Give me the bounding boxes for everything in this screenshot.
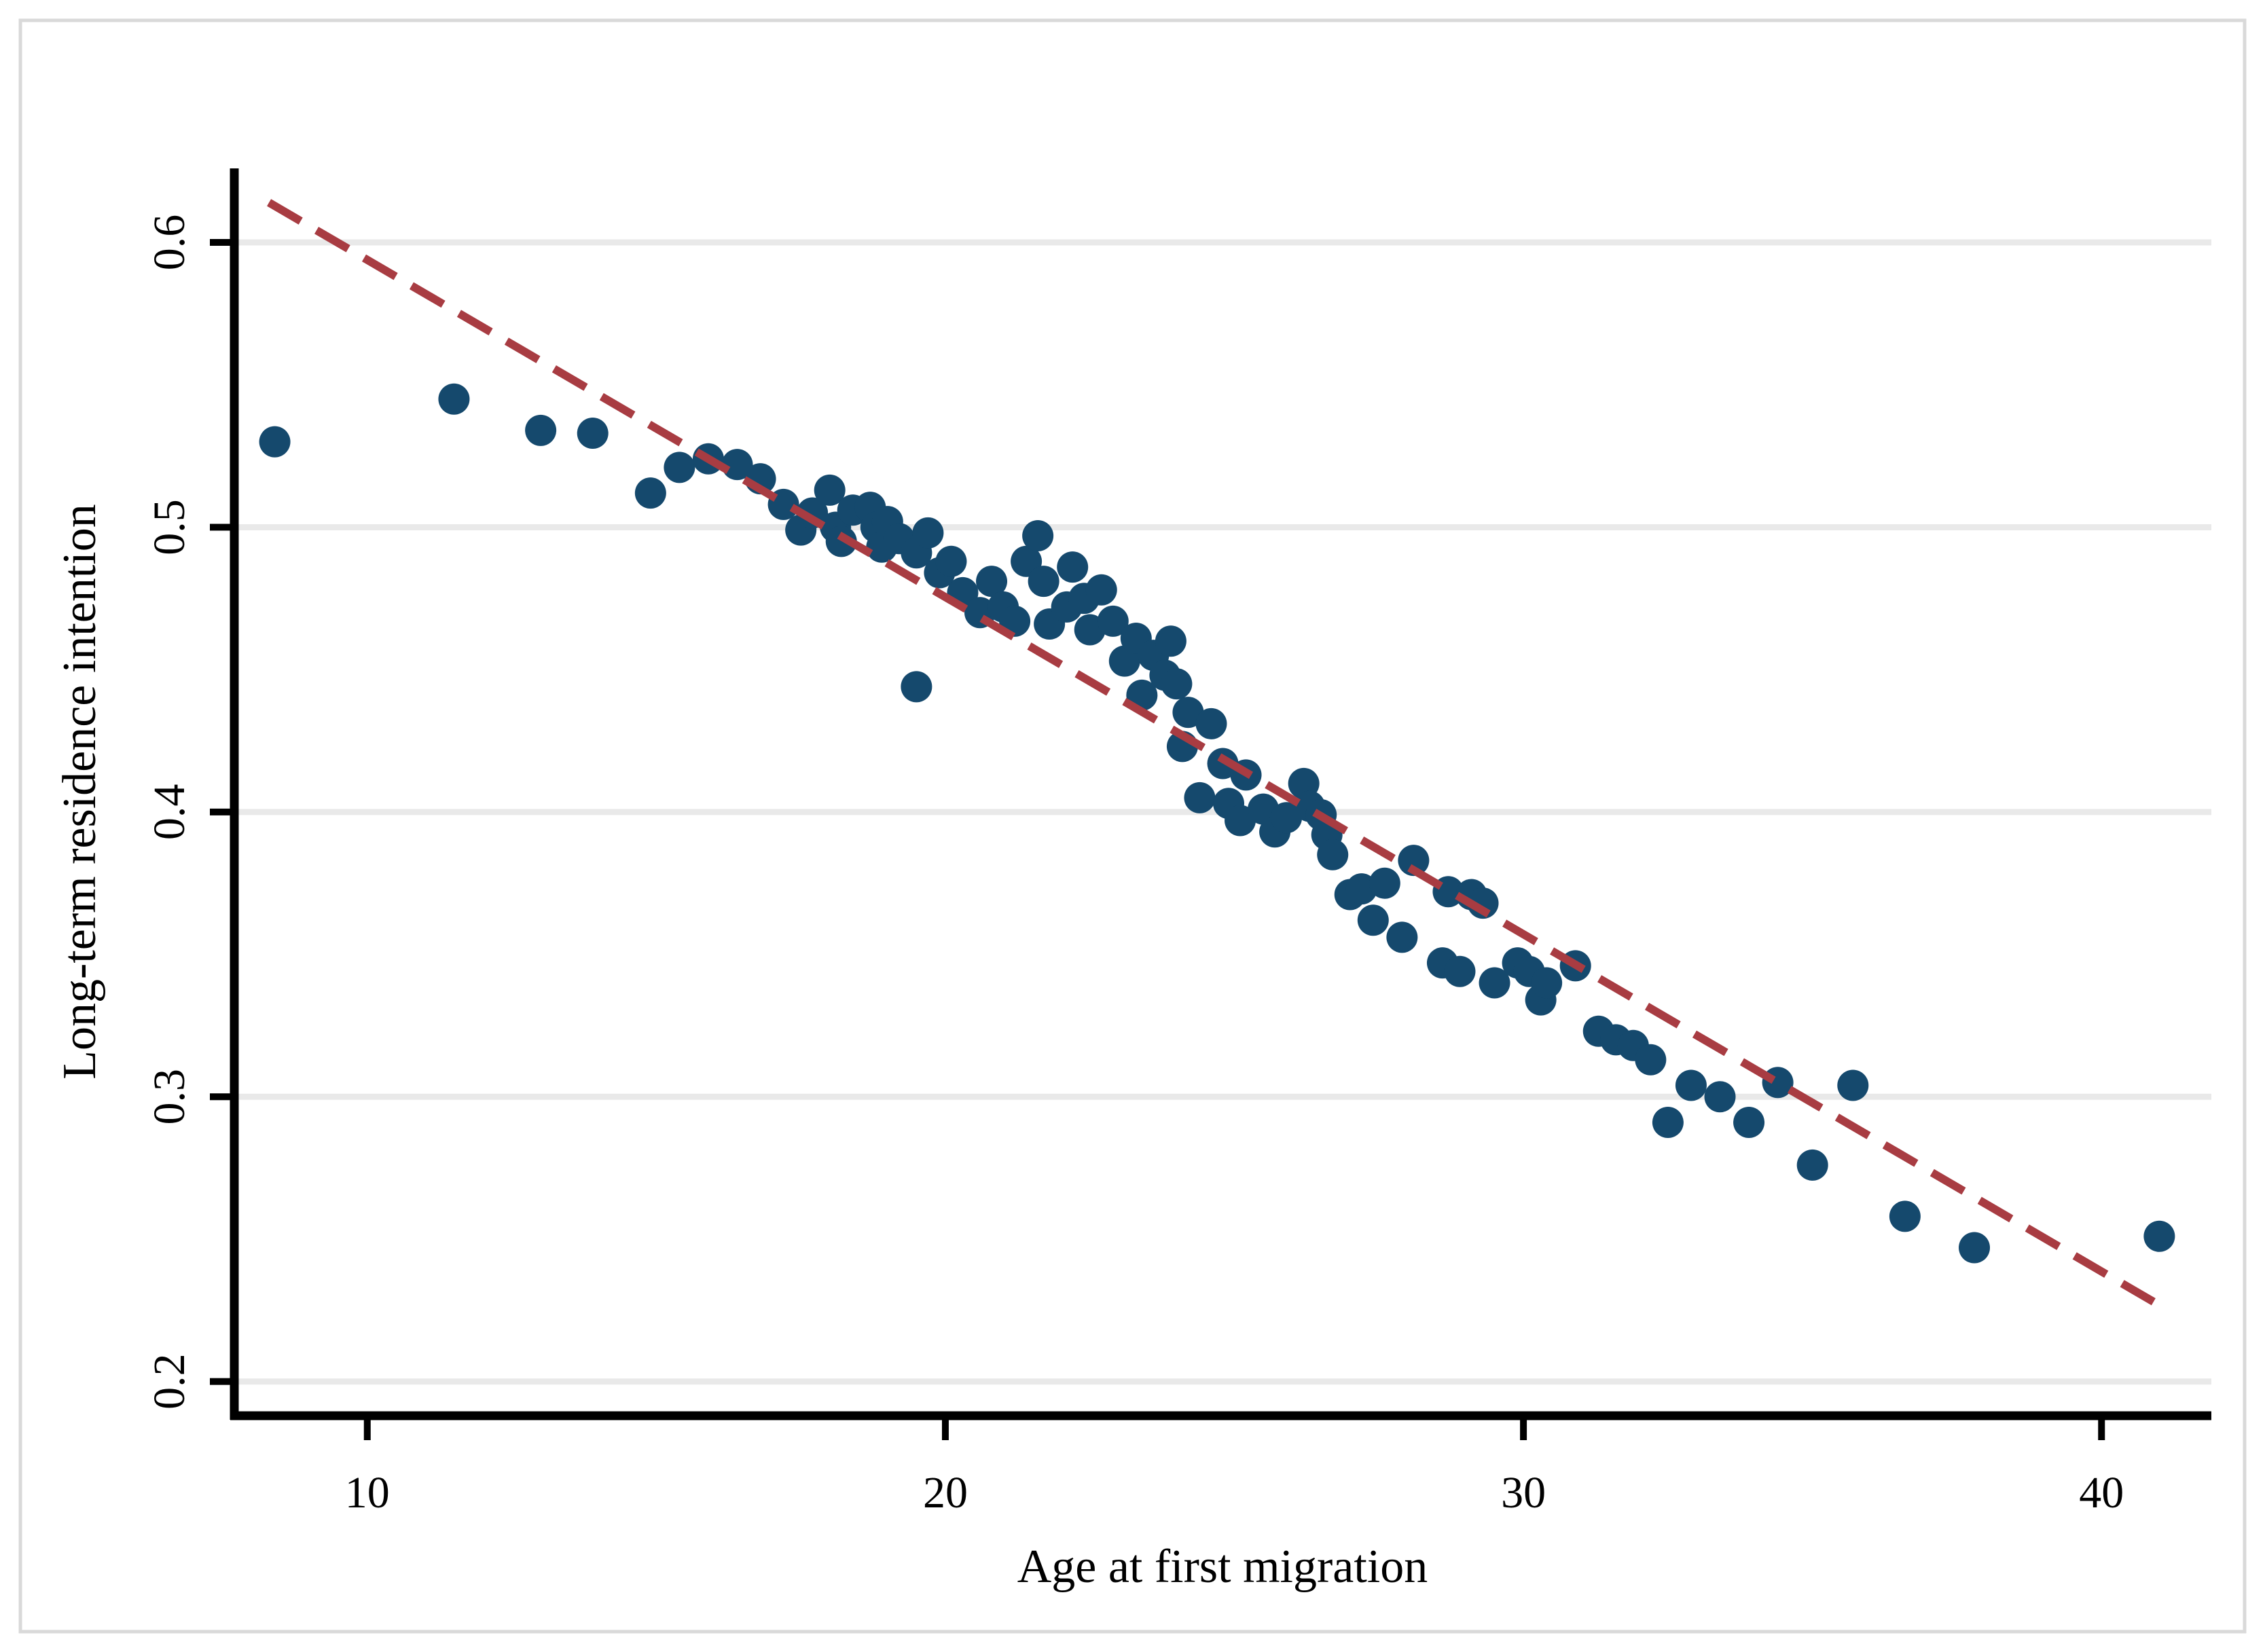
trend-line-layer xyxy=(267,199,2156,1306)
scatter-point xyxy=(634,477,666,509)
trend-line xyxy=(267,199,2156,1306)
scatter-point xyxy=(1531,967,1563,999)
scatter-point xyxy=(1369,867,1400,899)
scatter-point xyxy=(1022,520,1054,552)
scatter-point xyxy=(1479,967,1510,999)
scatter-point xyxy=(912,517,944,549)
scatter-point xyxy=(1357,904,1389,936)
axis-layer: 0.2 0.3 0.4 0.5 0.6 10 20 30 40 xyxy=(145,168,2211,1518)
y-tick-label: 0.6 xyxy=(145,215,194,271)
scatter-point xyxy=(1704,1081,1736,1113)
scatter-point xyxy=(814,474,846,506)
x-tick-label: 10 xyxy=(345,1468,390,1518)
scatter-point xyxy=(1028,566,1059,598)
scatter-point xyxy=(1386,921,1418,953)
scatter-point xyxy=(1317,839,1349,870)
scatter-point xyxy=(1225,805,1256,837)
scatter-point xyxy=(1635,1044,1667,1076)
scatter-point xyxy=(976,566,1008,598)
scatter-point xyxy=(577,418,609,449)
scatter-point xyxy=(1155,625,1186,657)
figure-border xyxy=(18,18,2247,1634)
scatter-point xyxy=(721,449,753,481)
scatter-point xyxy=(1184,782,1216,813)
scatter-point xyxy=(1652,1107,1684,1139)
scatter-point xyxy=(1271,802,1303,834)
scatter-point xyxy=(1444,955,1476,987)
scatter-point xyxy=(1195,708,1227,739)
scatter-point xyxy=(664,452,695,483)
scatter-point xyxy=(1796,1149,1828,1181)
y-tick-label: 0.3 xyxy=(145,1069,194,1125)
scatter-point xyxy=(1467,887,1499,919)
scatter-point xyxy=(1675,1069,1707,1101)
scatter-point xyxy=(1161,668,1193,700)
y-tick-label: 0.4 xyxy=(145,784,194,841)
scatter-point xyxy=(1889,1200,1921,1232)
scatter-points-layer xyxy=(259,383,2175,1264)
scatter-point xyxy=(1057,551,1089,583)
y-tick-label: 0.2 xyxy=(145,1353,194,1410)
scatter-point xyxy=(1398,845,1430,877)
scatter-point xyxy=(1733,1107,1765,1139)
scatter-point xyxy=(1085,574,1117,606)
scatter-point xyxy=(1959,1232,1991,1264)
scatter-point xyxy=(825,526,857,557)
x-tick-label: 40 xyxy=(2079,1468,2124,1518)
scatter-point xyxy=(935,545,967,577)
x-tick-label: 30 xyxy=(1501,1468,1546,1518)
scatter-point xyxy=(901,671,932,703)
scatter-point xyxy=(2143,1220,2175,1252)
scatter-point xyxy=(1172,697,1204,729)
y-axis-title: Long-term residence intention xyxy=(54,504,106,1080)
x-tick-label: 20 xyxy=(923,1468,968,1518)
scatter-point xyxy=(1837,1069,1869,1101)
y-tick-label: 0.5 xyxy=(145,499,194,555)
scatter-point xyxy=(1097,605,1129,637)
scatter-point xyxy=(525,414,557,446)
x-axis-title: Age at first migration xyxy=(1017,1541,1428,1593)
scatter-point xyxy=(259,426,291,458)
scatter-point xyxy=(438,383,470,415)
